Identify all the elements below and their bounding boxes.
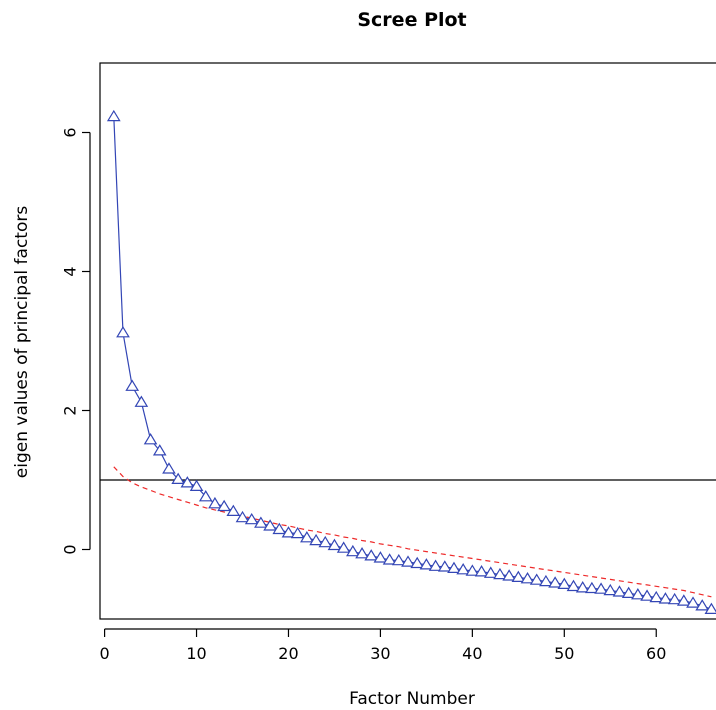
data-point-triangle [180, 476, 195, 488]
data-point-triangle [548, 576, 562, 588]
data-point-triangle [143, 433, 158, 445]
data-point-triangle [539, 574, 553, 587]
data-point-triangle [391, 553, 406, 566]
data-point-triangle [695, 599, 710, 611]
series-line-solid [113, 116, 712, 610]
data-point-triangle [437, 560, 452, 572]
y-tick-label: 6 [61, 127, 80, 137]
data-point-triangle [465, 564, 480, 576]
data-point-triangle [116, 326, 130, 338]
data-point-triangle [585, 581, 599, 594]
data-point-triangle [106, 109, 121, 122]
data-point-triangle [346, 544, 360, 557]
data-point-triangle [198, 490, 213, 502]
data-point-triangle [290, 526, 305, 539]
data-point-triangle [171, 472, 185, 484]
data-point-triangle [493, 567, 507, 580]
data-point-triangle [575, 581, 590, 593]
data-point-triangle [373, 551, 388, 563]
x-tick-label: 50 [554, 644, 574, 663]
plot-frame [99, 62, 716, 620]
data-point-triangle [152, 444, 167, 456]
data-point-triangle [401, 555, 415, 567]
data-point-triangle [686, 596, 700, 608]
data-point-triangle [272, 522, 287, 535]
data-point-triangle [208, 496, 222, 509]
y-axis-label: eigen values of principal factors [12, 206, 32, 479]
x-axis-label: Factor Number [349, 689, 475, 709]
plot-area: 0 10 20 30 40 50 60 0 2 4 6 [61, 62, 716, 663]
data-point-triangle [428, 559, 443, 571]
data-point-triangle [134, 395, 149, 407]
data-point-triangle [529, 573, 544, 585]
data-point-triangle [704, 602, 716, 615]
data-point-triangle [364, 549, 379, 561]
data-point-triangle [235, 510, 250, 523]
x-tick-label: 20 [278, 644, 298, 663]
x-tick-label: 30 [370, 644, 390, 663]
data-point-triangle [511, 570, 526, 583]
data-point-triangle [327, 538, 342, 551]
x-tick-label: 60 [646, 644, 666, 663]
data-point-triangle [226, 504, 241, 517]
data-point-triangle [318, 535, 333, 548]
series-line-dashed [113, 466, 712, 598]
data-point-triangle [612, 585, 627, 597]
data-point-triangle [336, 541, 351, 553]
data-point-triangle [300, 531, 314, 543]
data-point-triangle [557, 577, 572, 590]
chart-title: Scree Plot [357, 9, 466, 31]
data-point-triangle [631, 588, 645, 600]
data-point-triangle [162, 462, 176, 474]
y-tick-label: 4 [61, 266, 80, 276]
data-point-triangle [281, 526, 296, 538]
y-tick-label: 0 [61, 544, 80, 554]
data-point-triangle [263, 519, 277, 531]
data-point-triangle [410, 556, 425, 569]
data-point-triangle [217, 499, 231, 512]
data-point-triangle [447, 561, 461, 574]
data-point-triangle [640, 589, 654, 601]
data-point-triangle [667, 592, 682, 605]
y-tick-label: 2 [61, 405, 80, 415]
data-point-triangle [382, 553, 397, 565]
data-point-triangle [244, 512, 259, 525]
data-point-triangle [676, 594, 691, 606]
data-point-triangle [520, 572, 535, 584]
data-point-triangle [456, 563, 470, 575]
data-point-triangle [125, 379, 140, 391]
data-point-triangle [621, 586, 636, 599]
data-point-triangle [649, 590, 664, 603]
data-point-triangle [309, 533, 323, 546]
data-point-triangle [254, 516, 268, 528]
data-point-triangle [603, 583, 618, 596]
data-point-triangle [502, 569, 516, 581]
x-tick-label: 40 [462, 644, 482, 663]
data-point-triangle [474, 565, 489, 577]
data-point-triangle [419, 558, 434, 570]
data-point-triangle [658, 592, 673, 604]
data-point-triangle [483, 566, 498, 578]
x-tick-label: 10 [186, 644, 206, 663]
data-point-triangle [189, 479, 204, 491]
data-point-triangle [355, 547, 369, 559]
data-point-triangle [566, 579, 581, 592]
x-tick-label: 0 [100, 644, 110, 663]
data-point-triangle [594, 582, 608, 594]
